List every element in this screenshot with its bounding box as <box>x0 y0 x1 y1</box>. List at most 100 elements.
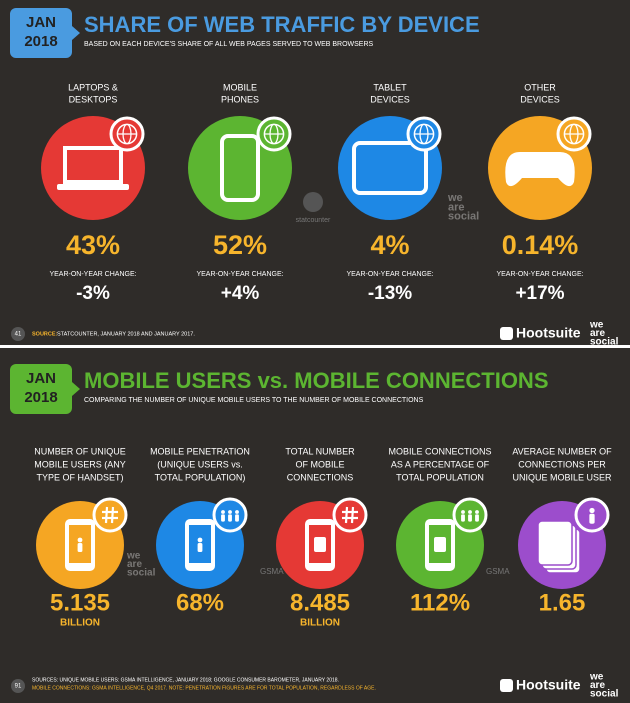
item-label: NUMBER OF UNIQUE <box>34 446 126 456</box>
item-label: DEVICES <box>370 94 410 104</box>
hootsuite-logo: Hootsuite <box>516 677 581 693</box>
person-icon <box>197 543 203 552</box>
person-icon <box>77 543 83 552</box>
person-icon <box>589 507 595 514</box>
we-are-social-logo: social <box>590 689 619 700</box>
item-label: TOTAL POPULATION) <box>155 472 246 482</box>
hash-icon <box>344 506 349 524</box>
item-value: 8.485 <box>290 589 350 616</box>
hash-icon <box>104 506 109 524</box>
metric-badge <box>92 497 128 533</box>
item-label: MOBILE CONNECTIONS <box>388 446 491 456</box>
source-text: STATCOUNTER, JANUARY 2018 AND JANUARY 20… <box>57 331 195 337</box>
change-label: YEAR-ON-YEAR CHANGE: <box>49 271 136 278</box>
person-icon <box>221 514 225 522</box>
person-icon <box>475 514 479 522</box>
item-label: UNIQUE MOBILE USER <box>512 472 612 482</box>
person-icon <box>197 537 203 543</box>
item-label: LAPTOPS & <box>68 82 118 92</box>
controller-icon <box>505 152 575 187</box>
we-are-social-logo: social <box>590 337 619 348</box>
we-are-social-logo: are <box>127 559 142 570</box>
gsma-logo: GSMA <box>260 567 284 576</box>
sim-icon <box>314 537 326 552</box>
item-label: MOBILE PENETRATION <box>150 446 250 456</box>
page-number-badge <box>11 679 25 693</box>
date-badge <box>10 364 72 414</box>
person-icon <box>461 510 465 514</box>
item-value: 68% <box>176 589 224 616</box>
item-label: PHONES <box>221 94 259 104</box>
we-are-social-logo: social <box>127 568 156 579</box>
hootsuite-logo: Hootsuite <box>516 325 581 341</box>
badge-year: 2018 <box>24 389 57 406</box>
hash-icon <box>110 506 115 524</box>
person-icon <box>461 514 465 522</box>
source-prefix: SOURCE: <box>32 331 58 337</box>
tablet-icon <box>352 141 428 195</box>
change-label: YEAR-ON-YEAR CHANGE: <box>496 271 583 278</box>
person-icon <box>221 510 225 514</box>
item-label: TABLET <box>373 82 407 92</box>
source-text: SOURCES: UNIQUE MOBILE USERS: GSMA INTEL… <box>32 677 339 683</box>
we-are-social-logo: are <box>448 201 465 213</box>
item-unit: BILLION <box>60 618 100 629</box>
badge-month: JAN <box>26 14 56 31</box>
slide-subtitle: COMPARING THE NUMBER OF UNIQUE MOBILE US… <box>84 397 424 404</box>
item-label: TOTAL POPULATION <box>396 472 484 482</box>
laptop-icon <box>63 146 123 184</box>
we-are-social-logo: we <box>126 551 141 562</box>
item-value: 1.65 <box>539 589 586 616</box>
gsma-logo: GSMA <box>486 567 510 576</box>
person-icon <box>235 510 239 514</box>
person-icon <box>468 514 472 522</box>
person-icon <box>77 537 83 543</box>
we-are-social-logo: we <box>447 192 463 204</box>
date-badge <box>10 8 72 58</box>
person-icon <box>468 510 472 514</box>
item-label: DESKTOPS <box>69 94 118 104</box>
item-label: DEVICES <box>520 94 560 104</box>
item-label: CONNECTIONS PER <box>518 459 606 469</box>
item-label: OTHER <box>524 82 556 92</box>
person-icon <box>475 510 479 514</box>
hash-icon <box>350 506 355 524</box>
item-label: MOBILE <box>223 82 257 92</box>
source-text: MOBILE CONNECTIONS: GSMA INTELLIGENCE, Q… <box>32 685 376 691</box>
change-value: +17% <box>515 283 564 304</box>
item-unit: BILLION <box>300 618 340 629</box>
we-are-social-logo: are <box>590 680 605 691</box>
item-label: MOBILE USERS (ANY <box>34 459 126 469</box>
item-label: AVERAGE NUMBER OF <box>512 446 612 456</box>
person-icon <box>235 514 239 522</box>
item-label: TOTAL NUMBER <box>285 446 355 456</box>
item-label: TYPE OF HANDSET) <box>36 472 123 482</box>
statcounter-logo <box>303 192 323 212</box>
item-value: 112% <box>410 589 470 616</box>
page-number: 91 <box>15 684 22 690</box>
item-value: 43% <box>66 230 120 260</box>
we-are-social-logo: social <box>448 211 479 223</box>
we-are-social-logo: we <box>589 672 604 683</box>
change-value: -3% <box>76 283 110 304</box>
person-icon <box>589 513 595 524</box>
badge-month: JAN <box>26 370 56 387</box>
item-label: (UNIQUE USERS vs. <box>157 459 243 469</box>
item-label: AS A PERCENTAGE OF <box>391 459 490 469</box>
page-number: 41 <box>15 332 22 338</box>
sim-card-icon <box>537 520 573 566</box>
badge-pointer <box>72 26 80 40</box>
change-label: YEAR-ON-YEAR CHANGE: <box>346 271 433 278</box>
slide-title: SHARE OF WEB TRAFFIC BY DEVICE <box>84 12 480 37</box>
phone-icon <box>220 134 260 202</box>
hootsuite-owl <box>500 327 513 340</box>
change-label: YEAR-ON-YEAR CHANGE: <box>196 271 283 278</box>
hootsuite-owl <box>500 679 513 692</box>
laptop-icon <box>57 184 129 190</box>
person-icon <box>228 514 232 522</box>
badge-year: 2018 <box>24 33 57 50</box>
item-value: 52% <box>213 230 267 260</box>
item-label: OF MOBILE <box>295 459 344 469</box>
item-value: 0.14% <box>502 230 579 260</box>
